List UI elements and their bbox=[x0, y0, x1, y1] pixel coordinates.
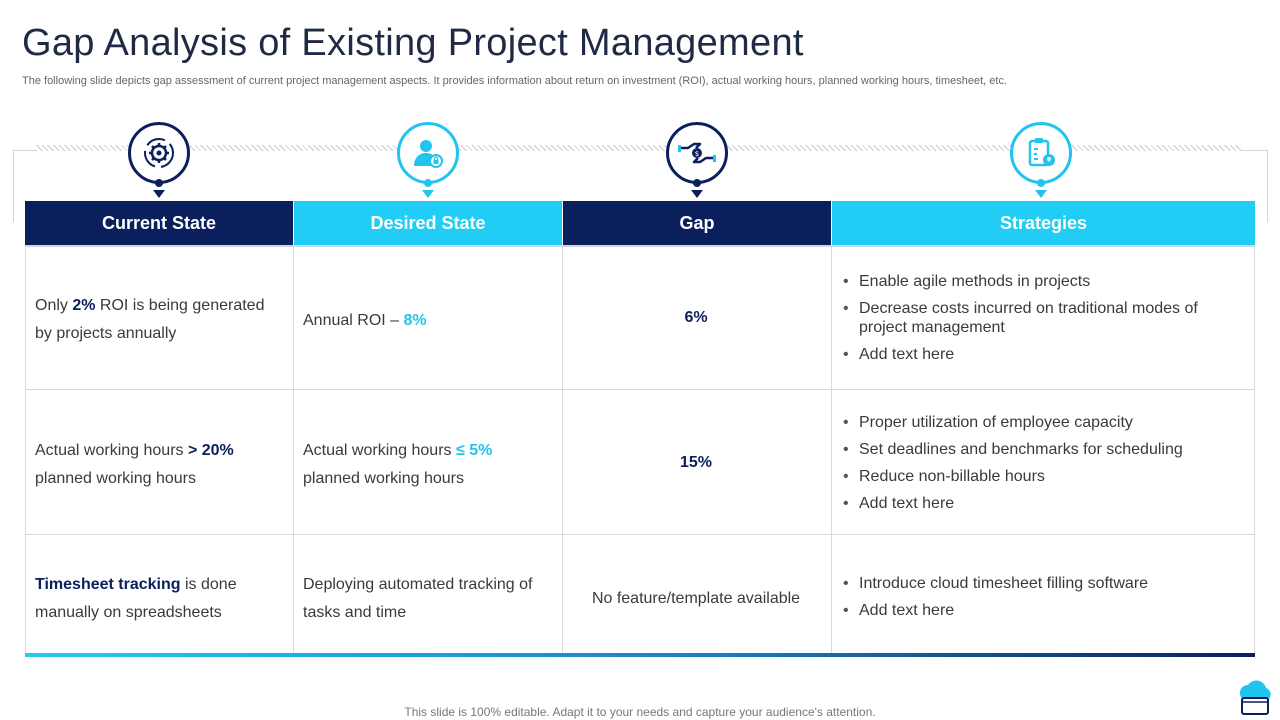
table-row-1-strategies: Enable agile methods in projects Decreas… bbox=[843, 272, 1233, 372]
clipboard-bulb-icon bbox=[1010, 122, 1072, 202]
hand-coin-icon: $ bbox=[666, 122, 728, 202]
table-row-3-desired: Deploying automated tracking of tasks an… bbox=[303, 576, 533, 621]
table-row-2-desired: Actual working hours ≤ 5% planned workin… bbox=[303, 442, 493, 487]
gear-refresh-icon bbox=[128, 122, 190, 202]
hatch-divider bbox=[36, 145, 1241, 151]
table-row-2-strategies: Proper utilization of employee capacity … bbox=[843, 413, 1233, 521]
list-item: Introduce cloud timesheet filling softwa… bbox=[843, 574, 1233, 593]
header-desired-state: Desired State bbox=[294, 201, 562, 245]
list-item: Enable agile methods in projects bbox=[843, 272, 1233, 291]
list-item: Add text here bbox=[843, 601, 1233, 620]
user-lock-icon bbox=[397, 122, 459, 202]
list-item: Reduce non-billable hours bbox=[843, 467, 1233, 486]
table-row-3-current: Timesheet tracking is done manually on s… bbox=[35, 576, 237, 621]
table-row-3-gap: No feature/template available bbox=[591, 590, 801, 607]
list-item: Set deadlines and benchmarks for schedul… bbox=[843, 440, 1233, 459]
table-row-1-desired: Annual ROI – 8% bbox=[303, 312, 427, 329]
table-row-1-gap: 6% bbox=[684, 309, 708, 326]
footer-note: This slide is 100% editable. Adapt it to… bbox=[404, 705, 876, 719]
list-item: Proper utilization of employee capacity bbox=[843, 413, 1233, 432]
bottom-gradient-bar bbox=[25, 653, 1255, 657]
list-item: Add text here bbox=[843, 494, 1233, 513]
header-gap: Gap bbox=[563, 201, 831, 245]
svg-text:$: $ bbox=[695, 150, 699, 158]
list-item: Decrease costs incurred on traditional m… bbox=[843, 299, 1233, 337]
table-row-1-current: Only 2% ROI is being generated by projec… bbox=[35, 297, 265, 342]
page-subtitle: The following slide depicts gap assessme… bbox=[22, 75, 1007, 87]
table-row-3-strategies: Introduce cloud timesheet filling softwa… bbox=[843, 574, 1233, 628]
table-row-2-gap: 15% bbox=[679, 454, 713, 471]
header-current-state: Current State bbox=[25, 201, 293, 245]
page-title: Gap Analysis of Existing Project Managem… bbox=[22, 22, 804, 64]
list-item: Add text here bbox=[843, 345, 1233, 364]
header-strategies: Strategies bbox=[832, 201, 1255, 245]
gap-table-body bbox=[25, 246, 1255, 653]
table-row-2-current: Actual working hours > 20% planned worki… bbox=[35, 442, 234, 487]
cloud-logo-icon bbox=[1234, 680, 1276, 720]
